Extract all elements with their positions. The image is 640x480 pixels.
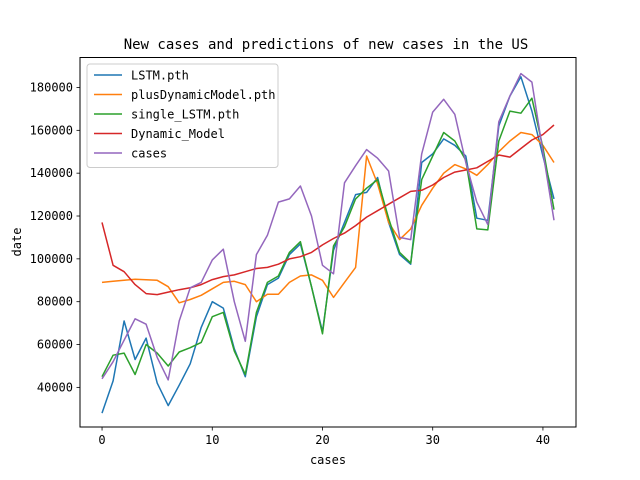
legend-label-2: single_LSTM.pth bbox=[131, 108, 239, 122]
plot-frame bbox=[79, 57, 577, 428]
legend-label-4: cases bbox=[131, 147, 167, 161]
y-tick-label: 120000 bbox=[30, 209, 73, 223]
y-tick-label: 140000 bbox=[30, 166, 73, 180]
y-tick-label: 100000 bbox=[30, 252, 73, 266]
y-tick-label: 60000 bbox=[37, 338, 73, 352]
legend-frame bbox=[86, 63, 279, 168]
legend: LSTM.pth plusDynamicModel.pth single_LSTM.… bbox=[86, 63, 279, 168]
x-tick-label: 40 bbox=[536, 433, 550, 447]
legend-label-0: LSTM.pth bbox=[131, 69, 189, 83]
series-line-3 bbox=[101, 124, 555, 296]
x-tick-label: 30 bbox=[425, 433, 439, 447]
y-tick-label: 160000 bbox=[30, 123, 73, 137]
x-axis: 0 10 20 30 40 bbox=[98, 427, 550, 447]
series-line-4 bbox=[101, 72, 555, 381]
y-tick-label: 40000 bbox=[37, 380, 73, 394]
x-tick-label: 10 bbox=[205, 433, 219, 447]
y-axis-label: date bbox=[10, 228, 24, 257]
x-axis-label: cases bbox=[310, 453, 346, 467]
y-tick-label: 180000 bbox=[30, 80, 73, 94]
legend-label-1: plusDynamicModel.pth bbox=[131, 88, 276, 102]
x-tick-label: 0 bbox=[98, 433, 105, 447]
series-line-2 bbox=[101, 97, 555, 378]
legend-label-3: Dynamic_Model bbox=[131, 127, 225, 141]
y-axis: 40000 60000 80000 100000 120000 140000 160000 1… bbox=[30, 80, 80, 394]
chart-title: New cases and predictions of new cases i… bbox=[124, 37, 529, 53]
plot-area bbox=[101, 72, 555, 414]
y-tick-label: 80000 bbox=[37, 295, 73, 309]
x-tick-label: 20 bbox=[315, 433, 329, 447]
